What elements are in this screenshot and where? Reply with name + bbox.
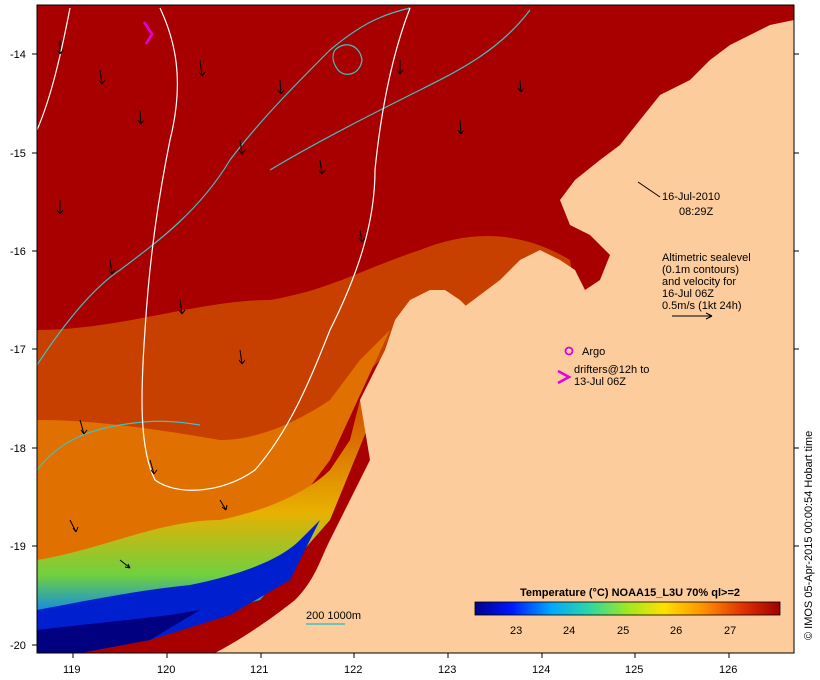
- x-tick-122: 122: [344, 664, 362, 676]
- island: [475, 338, 498, 358]
- y-tick-15: -15: [10, 148, 26, 160]
- legend-line-3: and velocity for: [662, 276, 736, 288]
- altimetry-legend: Altimetric sealevel (0.1m contours) and …: [662, 252, 751, 320]
- x-tick-121: 121: [250, 664, 268, 676]
- argo-marker-icon: [564, 346, 574, 356]
- date-line-1: 16-Jul-2010: [662, 191, 720, 203]
- legend-arrow-icon: [672, 312, 713, 320]
- depth-label: 200 1000m: [306, 610, 361, 622]
- date-line-2: 08:29Z: [679, 206, 714, 218]
- colorbar: [474, 601, 781, 616]
- white-contour-1: [141, 7, 411, 491]
- credit-text: © IMOS 05-Apr-2015 00:00:54 Hobart time: [803, 431, 815, 640]
- land: [215, 5, 794, 653]
- x-axis: 119 120 121 122 123 124 125 126: [63, 653, 737, 676]
- white-contour-2: [37, 7, 71, 131]
- x-tick-125: 125: [625, 664, 643, 676]
- y-tick-19: -19: [10, 541, 26, 553]
- y-tick-16: -16: [10, 246, 26, 258]
- plot-frame: [36, 4, 795, 654]
- cb-tick-26: 26: [670, 625, 682, 637]
- cyan-contour-2: [37, 420, 201, 471]
- legend-line-1: Altimetric sealevel: [662, 252, 751, 264]
- orange-band-2: [37, 330, 390, 600]
- cb-tick-25: 25: [617, 625, 629, 637]
- x-tick-120: 120: [157, 664, 175, 676]
- x-tick-119: 119: [63, 664, 81, 676]
- legend-line-2: (0.1m contours): [662, 264, 739, 276]
- y-tick-17: -17: [10, 344, 26, 356]
- argo-label: Argo: [582, 346, 605, 358]
- drifters-label-2: 13-Jul 06Z: [574, 376, 626, 388]
- y-axis: -14 -15 -16 -17 -18 -19 -20: [10, 49, 799, 652]
- cyan-contour-3: [269, 9, 531, 171]
- x-tick-124: 124: [532, 664, 550, 676]
- y-tick-20: -20: [10, 640, 26, 652]
- x-tick-123: 123: [438, 664, 456, 676]
- cb-tick-23: 23: [510, 625, 522, 637]
- drifter-marker-icon: [557, 369, 572, 385]
- y-tick-14: -14: [10, 49, 26, 61]
- cb-tick-27: 27: [724, 625, 736, 637]
- colorbar-ticks: 23 24 25 26 27: [510, 625, 736, 637]
- legend-line-5: 0.5m/s (1kt 24h): [662, 300, 741, 312]
- cyan-loop: [332, 44, 363, 75]
- date-pointer: [637, 181, 661, 198]
- cb-tick-24: 24: [563, 625, 575, 637]
- plot-area: [37, 5, 794, 653]
- legend-line-4: 16-Jul 06Z: [662, 288, 714, 300]
- velocity-arrows: [56, 40, 525, 569]
- drifters-label-1: drifters@12h to: [574, 364, 649, 376]
- y-tick-18: -18: [10, 443, 26, 455]
- cold-coastal-strip: [37, 520, 320, 653]
- cold-coastal-strip-2: [37, 610, 200, 653]
- coastal-cool-water: [37, 300, 420, 653]
- x-tick-126: 126: [719, 664, 737, 676]
- colorbar-title: Temperature (°C) NOAA15_L3U 70% ql>=2: [520, 587, 740, 599]
- drifter-track-marker: [142, 21, 154, 45]
- cyan-contour-1: [37, 7, 411, 366]
